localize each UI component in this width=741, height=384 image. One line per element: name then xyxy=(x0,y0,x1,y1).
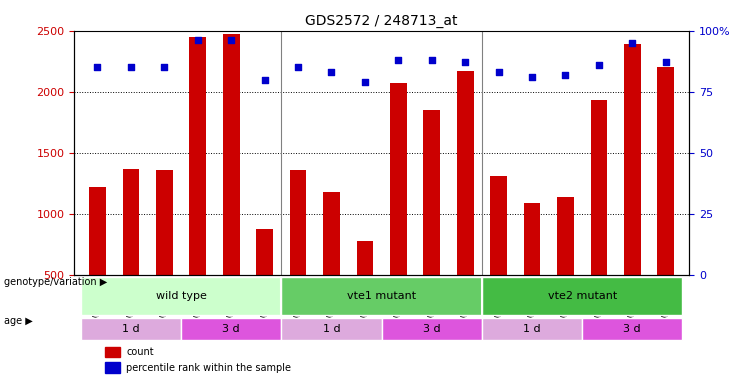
Bar xyxy=(223,35,239,275)
Bar xyxy=(657,67,674,275)
Point xyxy=(292,64,304,70)
Text: 1 d: 1 d xyxy=(523,324,541,334)
Bar xyxy=(256,228,273,275)
FancyBboxPatch shape xyxy=(482,318,582,340)
Bar xyxy=(122,169,139,275)
Point xyxy=(559,72,571,78)
Point xyxy=(593,62,605,68)
Bar xyxy=(491,176,507,275)
Bar xyxy=(156,170,173,275)
Title: GDS2572 / 248713_at: GDS2572 / 248713_at xyxy=(305,14,458,28)
Text: age ▶: age ▶ xyxy=(4,316,33,326)
Text: 3 d: 3 d xyxy=(623,324,641,334)
Bar xyxy=(290,170,307,275)
Point xyxy=(225,37,237,43)
Text: 3 d: 3 d xyxy=(222,324,240,334)
Bar xyxy=(591,100,607,275)
Text: 1 d: 1 d xyxy=(322,324,340,334)
Point xyxy=(393,57,405,63)
Point xyxy=(493,69,505,75)
Bar xyxy=(557,197,574,275)
Point xyxy=(259,76,270,83)
Bar xyxy=(423,110,440,275)
Bar xyxy=(624,44,641,275)
FancyBboxPatch shape xyxy=(81,318,181,340)
Bar xyxy=(524,203,540,275)
FancyBboxPatch shape xyxy=(81,277,282,315)
Point xyxy=(526,74,538,80)
Point xyxy=(659,60,671,66)
Text: vte1 mutant: vte1 mutant xyxy=(347,291,416,301)
Bar xyxy=(390,83,407,275)
Bar xyxy=(105,347,120,357)
Text: count: count xyxy=(127,347,154,357)
Bar xyxy=(456,71,473,275)
Text: 3 d: 3 d xyxy=(423,324,441,334)
FancyBboxPatch shape xyxy=(482,277,682,315)
Point xyxy=(125,64,137,70)
Text: 1 d: 1 d xyxy=(122,324,140,334)
FancyBboxPatch shape xyxy=(582,318,682,340)
Point xyxy=(459,60,471,66)
FancyBboxPatch shape xyxy=(181,318,282,340)
Text: genotype/variation ▶: genotype/variation ▶ xyxy=(4,277,107,287)
FancyBboxPatch shape xyxy=(382,318,482,340)
Bar xyxy=(356,241,373,275)
Text: vte2 mutant: vte2 mutant xyxy=(548,291,617,301)
Bar xyxy=(89,187,106,275)
Point xyxy=(359,79,370,85)
Point xyxy=(426,57,438,63)
Point xyxy=(626,40,638,46)
Point xyxy=(92,64,104,70)
Text: percentile rank within the sample: percentile rank within the sample xyxy=(127,362,291,372)
FancyBboxPatch shape xyxy=(282,277,482,315)
Bar xyxy=(190,37,206,275)
Text: wild type: wild type xyxy=(156,291,207,301)
Bar xyxy=(105,362,120,373)
Bar xyxy=(323,192,340,275)
Point xyxy=(159,64,170,70)
Point xyxy=(192,37,204,43)
FancyBboxPatch shape xyxy=(282,318,382,340)
Point xyxy=(325,69,337,75)
